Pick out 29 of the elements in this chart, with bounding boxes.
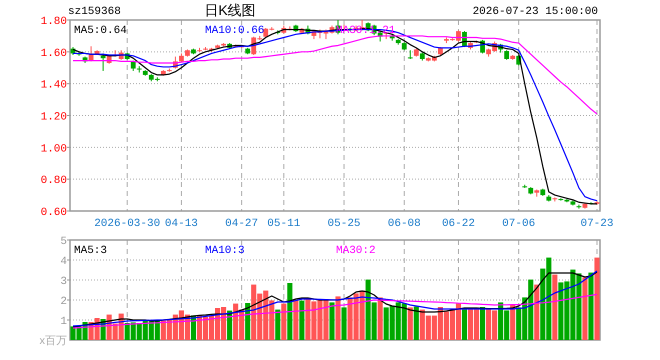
y-tick-label: 1.40 bbox=[40, 80, 67, 92]
y-tick-label: 0.60 bbox=[40, 207, 67, 219]
text: 2026-07-23 15:00:00 bbox=[472, 6, 598, 18]
x-tick-label: 04-13 bbox=[164, 218, 198, 230]
y-tick-label: 1.60 bbox=[40, 48, 67, 60]
y-tick-label: 1 bbox=[60, 316, 68, 328]
series-label: MA5:0.64 bbox=[74, 25, 128, 37]
y-tick-label: 1.80 bbox=[40, 16, 67, 28]
x-tick-label: 2026-03-30 bbox=[94, 218, 160, 230]
x-tick-label: 06-08 bbox=[388, 218, 421, 230]
chart-title: 日K线图 bbox=[204, 2, 256, 18]
x-tick-label: 06-22 bbox=[442, 218, 475, 230]
y-tick-label: 1.00 bbox=[40, 143, 67, 156]
y-tick-label: 2 bbox=[60, 296, 67, 308]
x-tick-label: 07-06 bbox=[502, 218, 536, 230]
y-axis-title: x百万 bbox=[40, 335, 67, 347]
text: MA30:2 bbox=[336, 245, 376, 257]
text: MA5:3 bbox=[74, 245, 108, 257]
y-tick-label: 0.80 bbox=[40, 175, 67, 188]
x-tick-label: 07-23 bbox=[580, 218, 614, 230]
y-tick-label: 3 bbox=[60, 276, 67, 288]
text: MA10:3 bbox=[205, 245, 245, 257]
y-tick-label: 4 bbox=[60, 256, 68, 268]
x-tick-label: 05-11 bbox=[267, 218, 301, 230]
x-tick-label: 04-27 bbox=[225, 218, 258, 230]
y-tick-label: 1.20 bbox=[40, 112, 67, 124]
chart-subtitle: sz159368 bbox=[68, 6, 121, 18]
y-tick-label: 5 bbox=[60, 236, 67, 248]
x-tick-label: 05-25 bbox=[328, 218, 361, 230]
